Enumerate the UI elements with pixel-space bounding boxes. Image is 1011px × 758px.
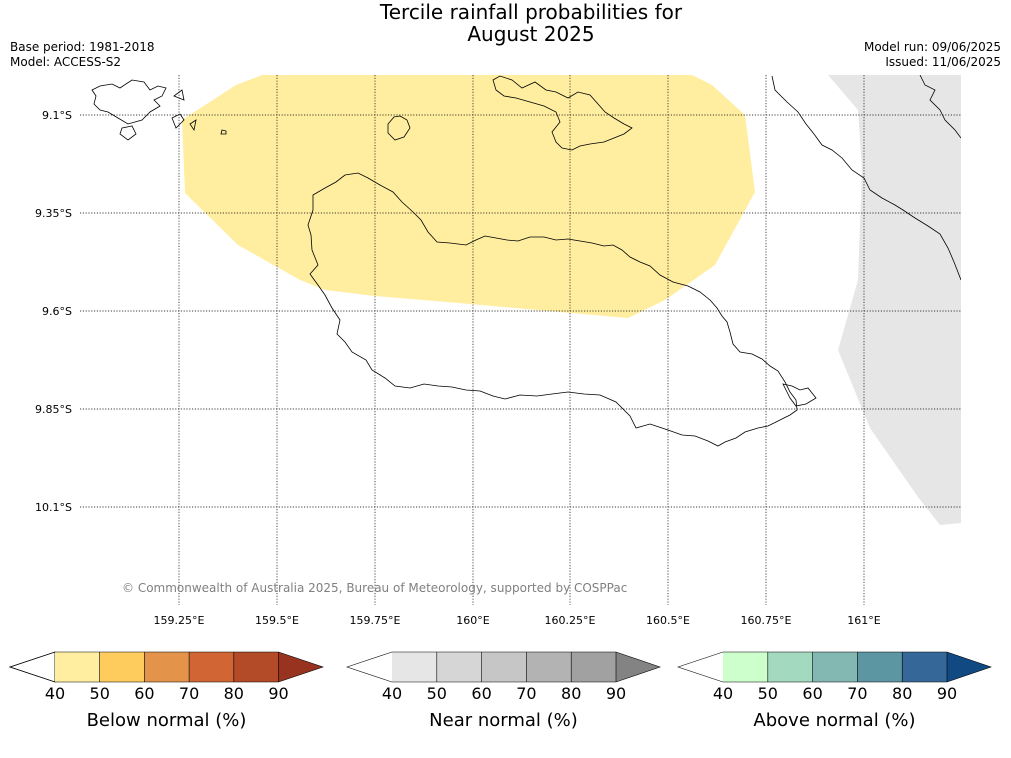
colorbar-lower-extension <box>347 652 392 682</box>
lat-tick-label: 9.6°S <box>42 305 72 318</box>
colorbar-swatch <box>392 652 437 682</box>
copyright-notice: © Commonwealth of Australia 2025, Bureau… <box>122 581 627 595</box>
colorbar-swatch <box>857 652 903 682</box>
florida-islands-coastline <box>492 75 633 151</box>
colorbar-title: Near normal (%) <box>429 710 578 731</box>
colorbar-swatch <box>189 652 234 682</box>
colorbar-above-normal: 40 50 60 70 80 90 Above normal (%) <box>677 651 992 731</box>
axis-labels: 159.25°E 159.5°E 159.75°E 160°E 160.25°E… <box>35 109 881 627</box>
colorbar-swatch <box>767 652 813 682</box>
colorbar-swatch <box>902 652 947 682</box>
lon-tick-label: 159.75°E <box>350 614 401 627</box>
savo-island-coastline <box>387 115 411 141</box>
colorbar-tick-label: 70 <box>847 684 867 703</box>
colorbar-tick-label: 80 <box>561 684 581 703</box>
colorbar-title: Above normal (%) <box>753 710 915 731</box>
map-area <box>80 75 961 605</box>
colorbar-upper-extension <box>947 652 991 682</box>
colorbar-tick-label: 40 <box>713 684 733 703</box>
malaita-coastline-west <box>919 75 961 139</box>
colorbar-lower-extension <box>8 651 56 683</box>
russell-islands-coastline <box>91 79 197 141</box>
lat-tick-label: 9.85°S <box>35 403 72 416</box>
colorbar-tick-label: 40 <box>45 684 65 703</box>
colorbar-upper-extension <box>616 652 660 682</box>
colorbar-tick-label: 80 <box>892 684 912 703</box>
colorbar-swatch <box>526 652 572 682</box>
marau-islets-coastline <box>782 383 817 407</box>
lon-tick-label: 161°E <box>847 614 880 627</box>
colorbar-swatch <box>233 652 279 682</box>
colorbar-tick-label: 50 <box>758 684 778 703</box>
colorbar-tick-label: 90 <box>606 684 626 703</box>
guadalcanal-coastline <box>307 172 798 447</box>
near-normal-region <box>828 75 961 525</box>
colorbar-swatch <box>144 652 190 682</box>
base-period: Base period: 1981-2018 <box>10 40 155 54</box>
colorbar-tick-label: 40 <box>382 684 402 703</box>
model-name: Model: ACCESS-S2 <box>10 55 122 69</box>
colorbar-tick-label: 80 <box>224 684 244 703</box>
colorbar-tick-label: 60 <box>471 684 491 703</box>
lat-tick-label: 9.35°S <box>35 207 72 220</box>
lon-tick-label: 160.5°E <box>646 614 690 627</box>
colorbar-tick-label: 60 <box>134 684 154 703</box>
title-line-1: Tercile rainfall probabilities for <box>379 0 683 24</box>
below-normal-region <box>182 75 755 318</box>
colorbar-tick-label: 70 <box>516 684 536 703</box>
lat-tick-label: 9.1°S <box>42 109 72 122</box>
issued-date: Issued: 11/06/2025 <box>885 55 1001 69</box>
colorbar-swatch <box>481 652 527 682</box>
colorbar-swatch <box>436 652 482 682</box>
colorbar-tick-label: 90 <box>268 684 288 703</box>
coastline-group <box>91 75 961 447</box>
colorbar-outline <box>677 651 992 683</box>
colorbar-outline <box>9 651 324 683</box>
colorbar-swatch <box>812 652 858 682</box>
colorbar-outline <box>346 651 661 683</box>
lon-tick-label: 159.5°E <box>255 614 299 627</box>
colorbar-tick-label: 50 <box>90 684 110 703</box>
small-islet-coastline <box>220 129 227 135</box>
colorbar-tick-label: 70 <box>179 684 199 703</box>
colorbar-swatch <box>571 652 616 682</box>
malaita-coastline <box>771 75 961 281</box>
colorbar-tick-label: 50 <box>427 684 447 703</box>
title-line-2: August 2025 <box>467 22 595 46</box>
lon-tick-label: 159.25°E <box>154 614 205 627</box>
colorbar-below-normal: 40 50 60 70 80 90 Below normal (%) <box>8 651 324 731</box>
lat-tick-label: 10.1°S <box>35 501 72 514</box>
model-run: Model run: 09/06/2025 <box>863 40 1001 54</box>
colorbar-swatch <box>55 652 100 682</box>
colorbar-lower-extension <box>678 652 723 682</box>
lon-tick-label: 160°E <box>456 614 489 627</box>
lon-tick-label: 160.75°E <box>741 614 792 627</box>
colorbar-tick-label: 90 <box>937 684 957 703</box>
colorbar-title: Below normal (%) <box>87 710 247 731</box>
colorbar-tick-label: 60 <box>802 684 822 703</box>
colorbar-swatch <box>99 652 145 682</box>
colorbar-swatch <box>723 652 768 682</box>
colorbar-upper-extension <box>278 652 323 682</box>
colorbar-near-normal: 40 50 60 70 80 90 Near normal (%) <box>346 651 661 731</box>
graticule <box>80 75 961 605</box>
lon-tick-label: 160.25°E <box>545 614 596 627</box>
